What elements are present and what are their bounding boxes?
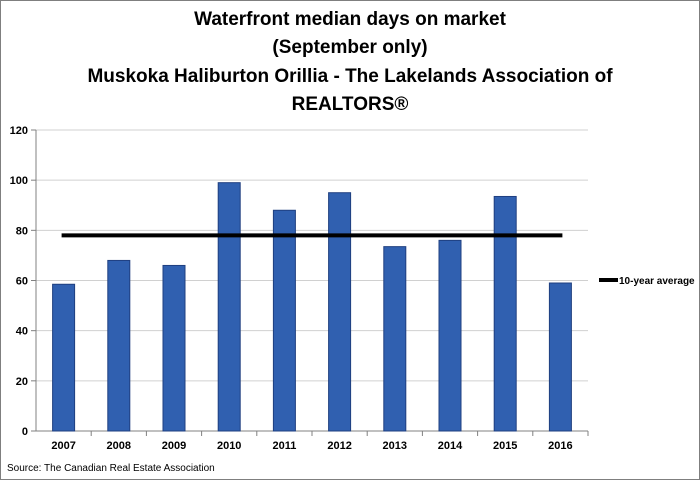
bar-2009 bbox=[162, 264, 186, 432]
y-tick-label: 80 bbox=[16, 225, 28, 237]
bar-2007 bbox=[52, 283, 76, 432]
y-tick-label: 60 bbox=[16, 276, 28, 288]
bar-2014 bbox=[438, 239, 462, 432]
x-tick-label-2014: 2014 bbox=[438, 440, 463, 452]
bar-2011 bbox=[272, 209, 296, 432]
x-tick-label-2008: 2008 bbox=[107, 440, 131, 452]
y-tick-label: 100 bbox=[10, 175, 28, 187]
y-tick-label: 20 bbox=[16, 376, 28, 388]
bar-2013 bbox=[383, 246, 407, 432]
x-tick-label-2015: 2015 bbox=[493, 440, 517, 452]
x-tick-label-2010: 2010 bbox=[217, 440, 241, 452]
y-tick-label: 40 bbox=[16, 326, 28, 338]
x-tick-label-2013: 2013 bbox=[383, 440, 407, 452]
chart-title-line-1: Waterfront median days on market bbox=[194, 9, 506, 30]
chart-title-line-3: Muskoka Haliburton Orillia - The Lakelan… bbox=[87, 66, 613, 87]
chart-title-line-4: REALTORS® bbox=[291, 94, 409, 115]
x-tick-label-2012: 2012 bbox=[327, 440, 351, 452]
bar-2016 bbox=[548, 282, 572, 432]
bar-2008 bbox=[107, 259, 131, 432]
x-tick-label-2011: 2011 bbox=[272, 440, 296, 452]
bar-2010 bbox=[217, 182, 241, 432]
bar-2012 bbox=[328, 192, 352, 432]
y-tick-label: 0 bbox=[22, 426, 28, 438]
y-tick-label: 120 bbox=[10, 125, 28, 137]
bar-2015 bbox=[493, 195, 517, 432]
legend-label: 10-year average bbox=[619, 276, 695, 287]
x-tick-label-2007: 2007 bbox=[51, 440, 75, 452]
x-tick-label-2016: 2016 bbox=[548, 440, 572, 452]
source-note: Source: The Canadian Real Estate Associa… bbox=[7, 463, 215, 474]
x-tick-label-2009: 2009 bbox=[162, 440, 186, 452]
chart-title-line-2: (September only) bbox=[272, 37, 428, 58]
